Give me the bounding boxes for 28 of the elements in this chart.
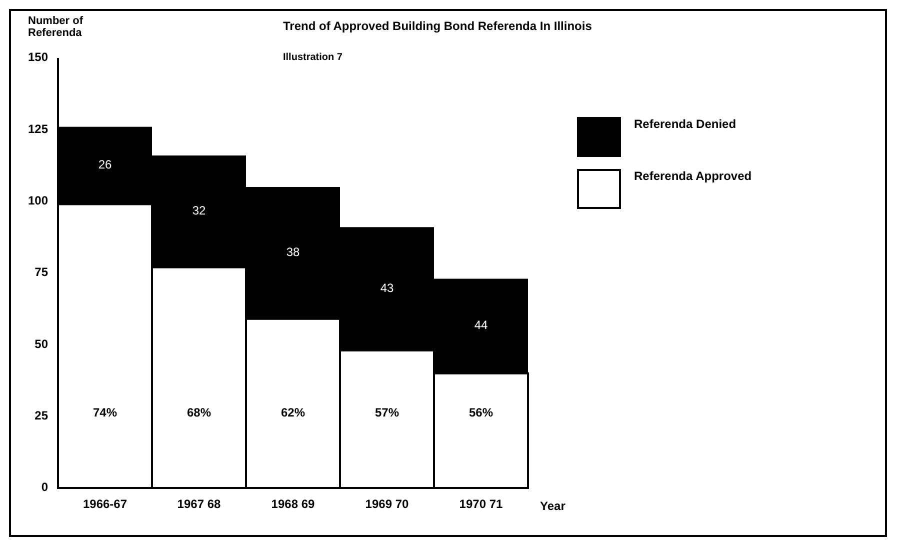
y-tick-label: 75 xyxy=(34,265,48,280)
y-tick-label: 25 xyxy=(34,408,48,423)
text: Referenda Denied xyxy=(634,117,736,131)
y-tick-label: 150 xyxy=(28,50,48,64)
y-axis-title: Number of Referenda xyxy=(28,15,84,39)
annotation: 62% xyxy=(280,406,306,420)
annotation: Illustration 7 xyxy=(283,52,343,63)
annotation: 44 xyxy=(474,318,488,332)
annotation: 68% xyxy=(186,406,212,420)
annotation: 56% xyxy=(468,406,494,420)
annotation: 26 xyxy=(98,158,112,172)
annotation: 43 xyxy=(380,280,394,295)
x-tick-label: 1966-67 xyxy=(82,497,128,511)
annotation: 74% xyxy=(92,406,118,420)
y-tick-label: 100 xyxy=(28,194,48,208)
x-axis-title: Year xyxy=(540,499,566,513)
y-tick-label: 0 xyxy=(41,480,48,494)
x-tick-label: 1967 68 xyxy=(177,497,222,511)
annotation: 38 xyxy=(286,245,300,260)
chart-title: Trend of Approved Building Bond Referenda In Illinois xyxy=(283,19,592,33)
y-tick-label: 50 xyxy=(34,336,48,351)
text: Referenda Approved xyxy=(634,169,752,183)
annotation: 32 xyxy=(192,204,206,218)
x-tick-label: 1968 69 xyxy=(271,497,316,511)
annotation: 57% xyxy=(374,406,400,420)
y-tick-label: 125 xyxy=(28,122,48,136)
x-tick-label: 1970 71 xyxy=(459,497,504,511)
x-tick-label: 1969 70 xyxy=(365,497,410,511)
